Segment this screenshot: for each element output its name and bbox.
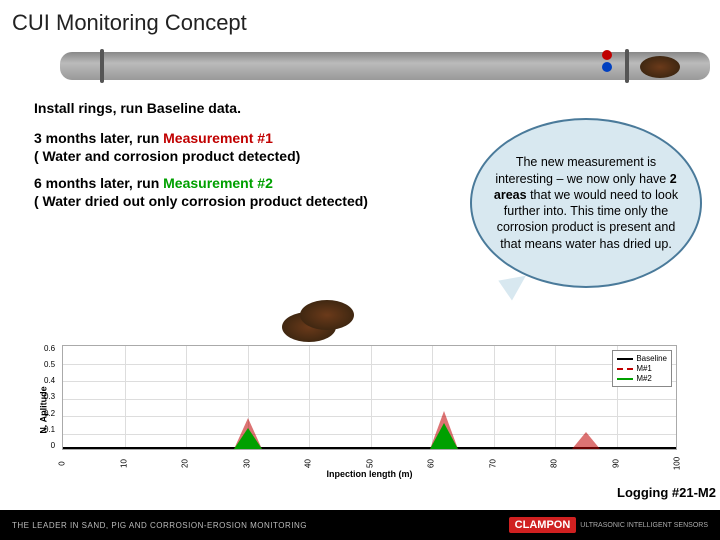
step2-post: ( Water and corrosion product detected) [34,148,300,164]
sensor-ring [625,49,629,83]
step3-post: ( Water dried out only corrosion product… [34,193,368,209]
pipe-marker-dot [602,62,612,72]
logging-label: Logging #21-M2 [617,485,716,500]
brand-tag: ULTRASONIC INTELLIGENT SENSORS [580,522,708,529]
bubble-text: The new measurement is interesting – we … [490,154,682,252]
footer-brand: CLAMPON ULTRASONIC INTELLIGENT SENSORS [509,517,708,533]
brand-logo: CLAMPON [509,517,577,533]
ytick: 0.1 [44,426,55,434]
step-2: 3 months later, run Measurement #1 ( Wat… [34,130,300,165]
step3-pre: 6 months later, run [34,175,163,191]
ytick: 0 [44,442,55,450]
ytick: 0.5 [44,361,55,369]
corrosion-spot [300,300,354,330]
ytick: 0.3 [44,393,55,401]
x-ticks: 0102030405060708090100 [62,453,677,467]
footer-tagline: THE LEADER IN SAND, PIG AND CORROSION-ER… [12,521,307,530]
ytick: 0.4 [44,377,55,385]
y-ticks: 0.6 0.5 0.4 0.3 0.2 0.1 0 [44,345,55,450]
bubble-t1: The new measurement is interesting – we … [495,155,669,185]
pipe-graphic [60,52,710,80]
plot-area: BaselineM#1M#2 [62,345,677,450]
step2-pre: 3 months later, run [34,130,163,146]
page-title: CUI Monitoring Concept [12,10,247,36]
measurement1-label: Measurement #1 [163,130,273,146]
speech-bubble: The new measurement is interesting – we … [470,118,702,288]
baseline-label: Baseline [147,100,205,116]
footer-bar: THE LEADER IN SAND, PIG AND CORROSION-ER… [0,510,720,540]
step-3: 6 months later, run Measurement #2 ( Wat… [34,175,368,210]
pipe-marker-dot [602,50,612,60]
step1-post: data. [204,100,241,116]
step-1: Install rings, run Baseline data. [34,100,241,118]
x-axis-label: Inpection length (m) [62,469,677,479]
sensor-ring [100,49,104,83]
corrosion-spot [640,56,680,78]
ytick: 0.2 [44,410,55,418]
step1-pre: Install rings, run [34,100,147,116]
measurement2-label: Measurement #2 [163,175,273,191]
bubble-tail [498,276,529,303]
ytick: 0.6 [44,345,55,353]
amplitude-chart: N. Aplitude 0.6 0.5 0.4 0.3 0.2 0.1 0 Ba… [20,345,700,475]
